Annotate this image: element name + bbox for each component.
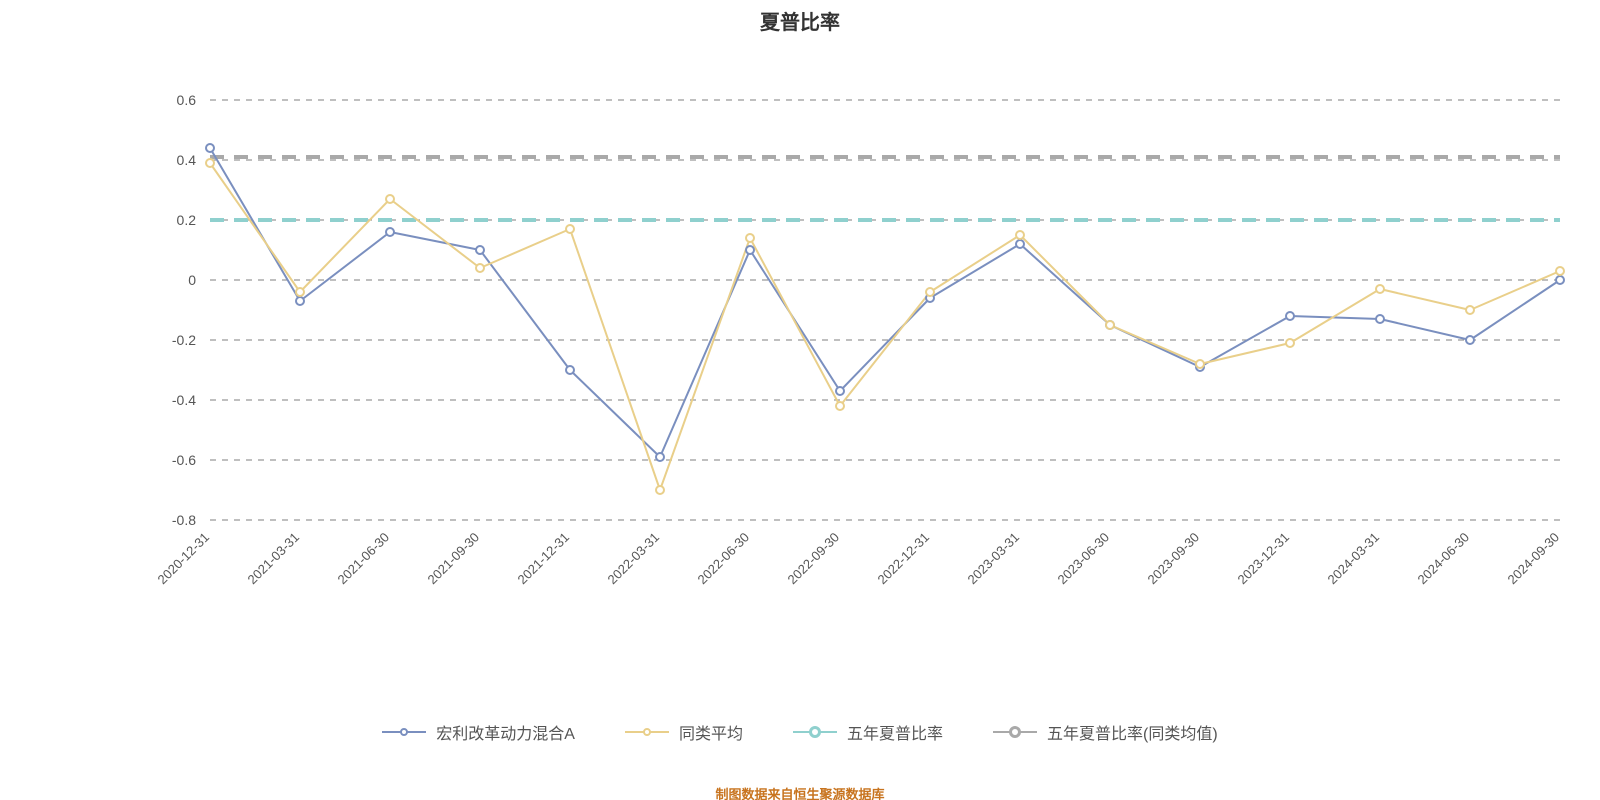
chart-title: 夏普比率 <box>0 6 1600 35</box>
x-tick-label: 2023-09-30 <box>1144 530 1202 588</box>
series-marker <box>1196 360 1204 368</box>
x-tick-label: 2022-12-31 <box>874 530 932 588</box>
series-marker <box>566 366 574 374</box>
legend-label: 同类平均 <box>679 720 743 744</box>
x-tick-label: 2024-06-30 <box>1414 530 1472 588</box>
series-marker <box>476 246 484 254</box>
legend-swatch <box>993 725 1037 739</box>
series-marker <box>1286 339 1294 347</box>
legend-swatch <box>382 725 426 739</box>
series-marker <box>1016 231 1024 239</box>
y-tick-label: -0.6 <box>172 452 196 468</box>
series-marker <box>1016 240 1024 248</box>
legend-item: 同类平均 <box>625 720 743 744</box>
legend-swatch <box>793 725 837 739</box>
legend-label: 五年夏普比率 <box>847 720 943 744</box>
series-marker <box>1376 315 1384 323</box>
x-tick-label: 2022-06-30 <box>694 530 752 588</box>
series-marker <box>926 288 934 296</box>
series-marker <box>1286 312 1294 320</box>
series-marker <box>1106 321 1114 329</box>
x-tick-label: 2021-12-31 <box>514 530 572 588</box>
series-marker <box>1556 276 1564 284</box>
series-marker <box>206 144 214 152</box>
series-marker <box>836 402 844 410</box>
series-marker <box>1556 267 1564 275</box>
y-tick-label: 0.6 <box>177 92 197 108</box>
legend-swatch <box>625 725 669 739</box>
y-tick-label: 0.2 <box>177 212 197 228</box>
y-tick-label: -0.8 <box>172 512 196 528</box>
legend-item: 五年夏普比率 <box>793 720 943 744</box>
series-marker <box>476 264 484 272</box>
legend-item: 五年夏普比率(同类均值) <box>993 720 1218 744</box>
chart-canvas: -0.8 -0.6 -0.4 -0.2 0 0.2 0.4 0.6 2020-12-31 2021… <box>0 0 1600 800</box>
x-tick-label: 2024-03-31 <box>1324 530 1382 588</box>
legend-item: 宏利改革动力混合A <box>382 720 575 744</box>
chart-legend: 宏利改革动力混合A 同类平均 五年夏普比率 五年夏普比率(同类均值) <box>0 720 1600 744</box>
series-marker <box>1376 285 1384 293</box>
series-marker <box>296 297 304 305</box>
x-tick-label: 2021-09-30 <box>424 530 482 588</box>
x-tick-label: 2021-03-31 <box>244 530 302 588</box>
sharpe-ratio-chart: 夏普比率 -0.8 -0.6 -0.4 -0.2 0 0.2 0.4 0.6 2020-12-3… <box>0 0 1600 800</box>
y-tick-label: 0.4 <box>177 152 197 168</box>
series-marker <box>656 453 664 461</box>
x-tick-label: 2022-03-31 <box>604 530 662 588</box>
series-marker <box>656 486 664 494</box>
series-marker <box>836 387 844 395</box>
series-marker <box>386 228 394 236</box>
y-tick-label: -0.2 <box>172 332 196 348</box>
x-tick-label: 2023-03-31 <box>964 530 1022 588</box>
series-marker <box>1466 306 1474 314</box>
series-marker <box>1466 336 1474 344</box>
series-marker <box>566 225 574 233</box>
series-marker <box>746 234 754 242</box>
series-marker <box>296 288 304 296</box>
y-tick-label: 0 <box>188 272 196 288</box>
series-marker <box>386 195 394 203</box>
y-tick-label: -0.4 <box>172 392 196 408</box>
series-line <box>210 163 1560 490</box>
x-tick-label: 2021-06-30 <box>334 530 392 588</box>
x-tick-label: 2023-06-30 <box>1054 530 1112 588</box>
x-tick-label: 2022-09-30 <box>784 530 842 588</box>
series-marker <box>746 246 754 254</box>
legend-label: 五年夏普比率(同类均值) <box>1047 720 1218 744</box>
x-tick-label: 2023-12-31 <box>1234 530 1292 588</box>
x-tick-label: 2020-12-31 <box>154 530 212 588</box>
chart-footer-note: 制图数据来自恒生聚源数据库 <box>0 784 1600 800</box>
series-marker <box>206 159 214 167</box>
x-tick-label: 2024-09-30 <box>1504 530 1562 588</box>
legend-label: 宏利改革动力混合A <box>436 720 575 744</box>
